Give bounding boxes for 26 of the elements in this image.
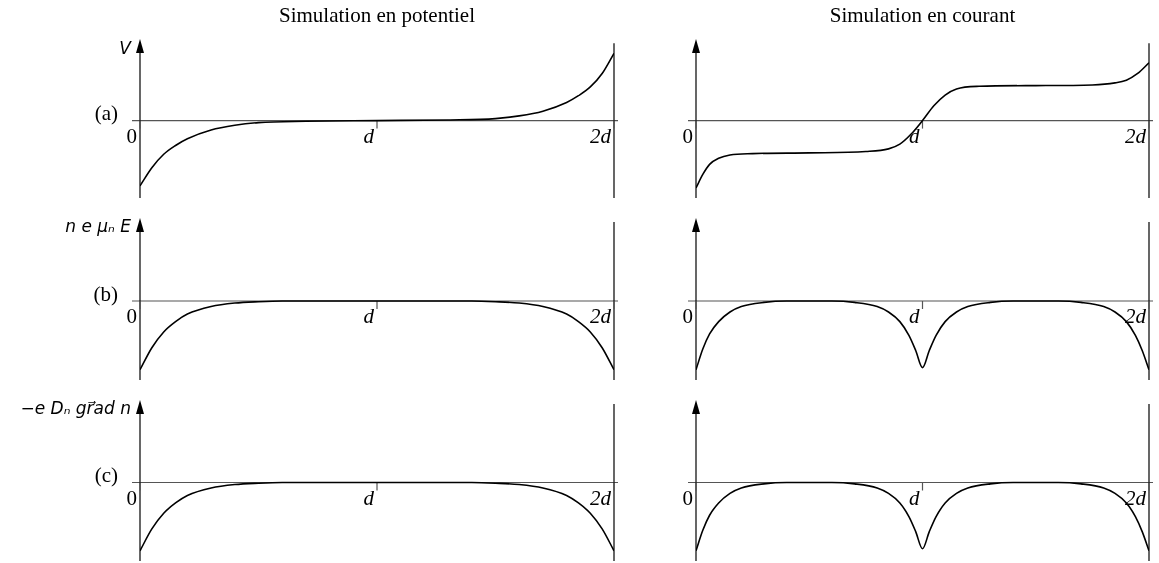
x-tick-label: 2d — [590, 123, 612, 148]
x-tick-label: 0 — [126, 123, 137, 148]
text: (b) — [93, 281, 118, 306]
text: (c) — [94, 463, 118, 488]
x-tick-label: 0 — [682, 304, 693, 329]
x-tick-label: 2d — [590, 304, 612, 329]
y-axis-title: V — [119, 37, 133, 58]
x-tick-label: 2d — [1125, 304, 1147, 329]
x-tick-label: 0 — [682, 485, 693, 510]
x-tick-label: d — [909, 485, 920, 510]
x-tick-label: 0 — [682, 123, 693, 148]
x-tick-label: d — [909, 123, 920, 148]
x-tick-label: 2d — [590, 485, 612, 510]
x-tick-label: 2d — [1125, 123, 1147, 148]
x-tick-label: d — [363, 123, 375, 148]
text: (a) — [94, 101, 118, 126]
x-tick-label: 2d — [1125, 485, 1147, 510]
x-tick-label: d — [363, 485, 375, 510]
x-tick-label: d — [909, 304, 920, 329]
x-tick-label: 0 — [126, 485, 137, 510]
x-tick-label: d — [363, 304, 375, 329]
x-tick-label: 0 — [126, 304, 137, 329]
chart-title: Simulation en courant — [829, 3, 1016, 28]
y-axis-title: −e Dₙ gr⃗ad n — [20, 398, 131, 419]
chart-title: Simulation en potentiel — [279, 3, 476, 28]
y-axis-title: n e μₙ E — [65, 216, 132, 237]
